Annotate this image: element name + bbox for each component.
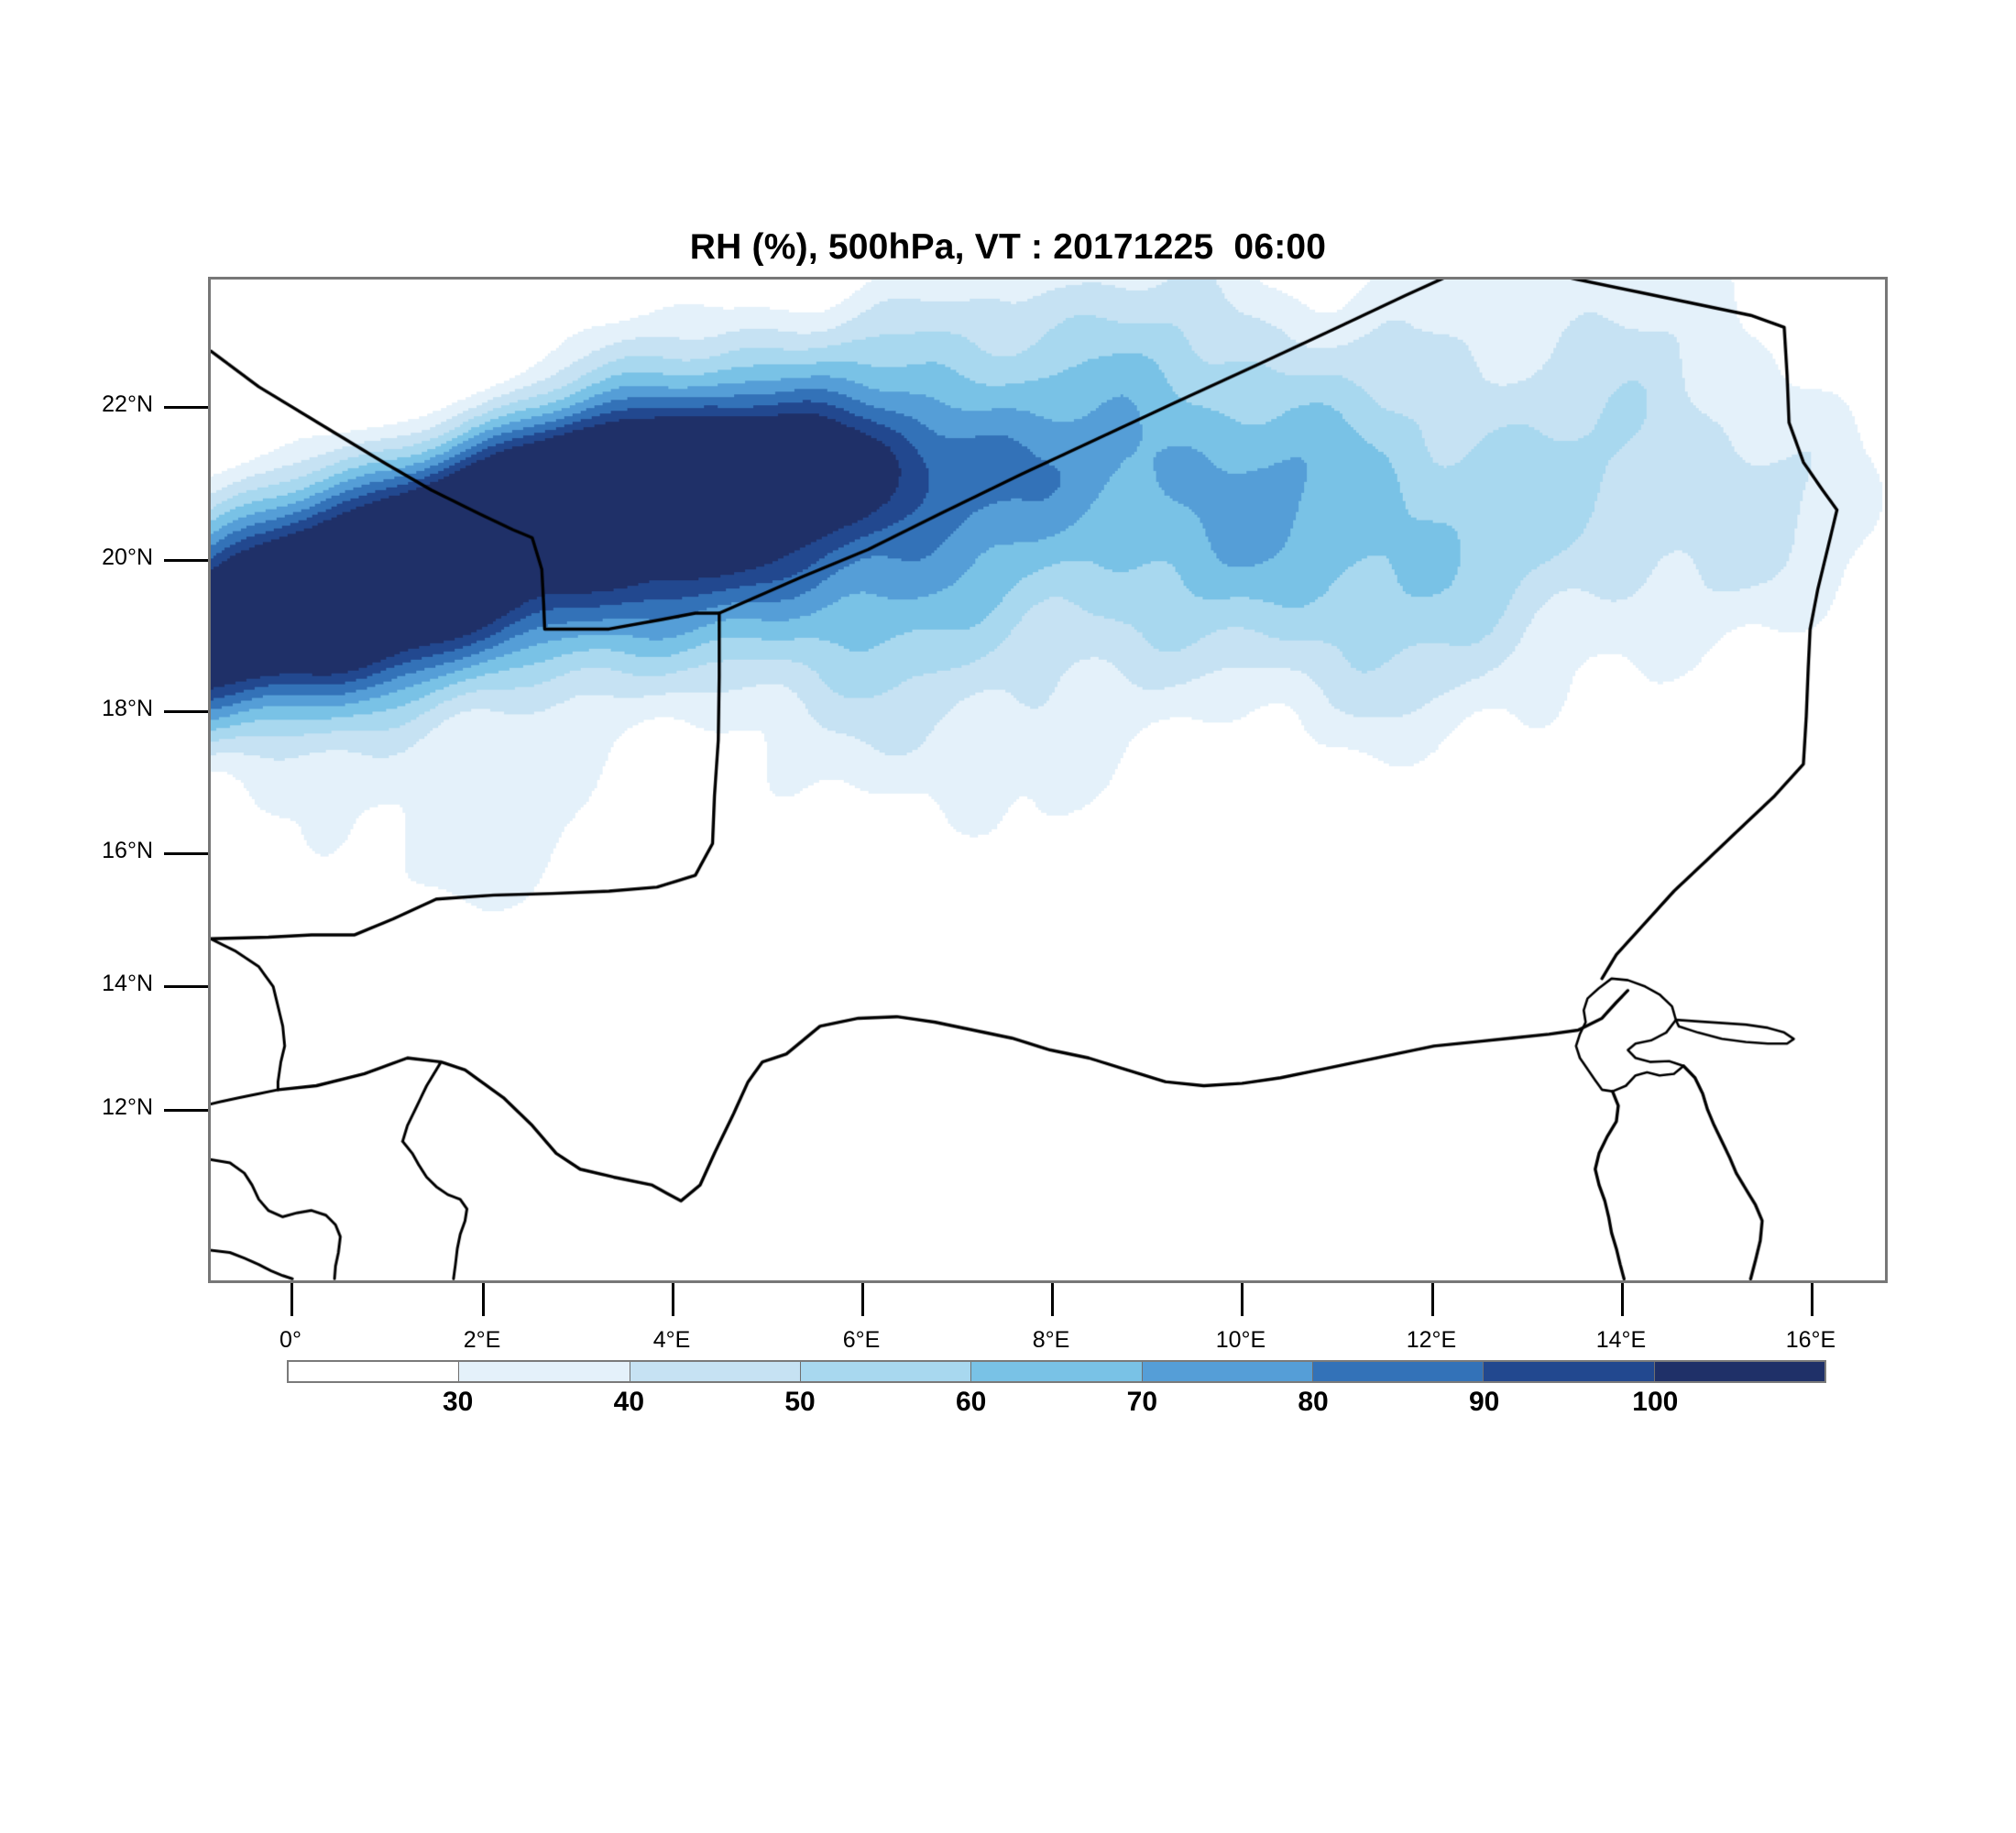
colorbar-segment (799, 1362, 971, 1381)
lon-tick-label: 6°E (842, 1327, 881, 1353)
colorbar-segment (1653, 1362, 1824, 1381)
colorbar-segment (458, 1362, 630, 1381)
colorbar-segment (1483, 1362, 1654, 1381)
colorbar-segment (1141, 1362, 1312, 1381)
lon-tick-label: 8°E (1032, 1327, 1070, 1353)
lat-tick-label: 22°N (102, 391, 153, 417)
lat-tick-mark (164, 559, 208, 562)
chart-title: RH (%), 500hPa, VT : 20171225 06:00 (689, 227, 1327, 267)
lat-tick-mark (164, 852, 208, 855)
colorbar-tick-label: 30 (442, 1387, 474, 1417)
colorbar-tick-label: 100 (1632, 1387, 1679, 1417)
colorbar-segment (970, 1362, 1142, 1381)
lat-tick-label: 14°N (102, 971, 153, 996)
map-plot-area (208, 277, 1888, 1283)
lon-tick-label: 4°E (652, 1327, 691, 1353)
lon-tick-mark (482, 1283, 485, 1316)
colorbar-tick-label: 40 (613, 1387, 645, 1417)
lon-tick-mark (861, 1283, 864, 1316)
colorbar-tick-label: 90 (1468, 1387, 1500, 1417)
lat-tick-mark (164, 1109, 208, 1112)
lon-tick-label: 10°E (1215, 1327, 1266, 1353)
lon-tick-mark (1051, 1283, 1054, 1316)
lon-tick-mark (1241, 1283, 1244, 1316)
colorbar-segment (629, 1362, 800, 1381)
lon-tick-label: 12°E (1406, 1327, 1457, 1353)
colorbar-tick-label: 50 (784, 1387, 816, 1417)
lat-tick-label: 12°N (102, 1094, 153, 1120)
lon-tick-mark (1811, 1283, 1813, 1316)
lat-tick-label: 20°N (102, 544, 153, 570)
lat-tick-label: 18°N (102, 696, 153, 721)
colorbar-segment (289, 1362, 459, 1381)
lon-tick-label: 14°E (1595, 1327, 1647, 1353)
lat-tick-mark (164, 406, 208, 409)
lat-tick-mark (164, 710, 208, 713)
rh-contour-map (211, 280, 1885, 1280)
lon-tick-mark (1621, 1283, 1624, 1316)
lon-tick-label: 16°E (1785, 1327, 1836, 1353)
colorbar-tick-label: 80 (1298, 1387, 1329, 1417)
lon-tick-label: 0° (279, 1327, 301, 1353)
lon-tick-label: 2°E (463, 1327, 501, 1353)
colorbar-tick-label: 60 (955, 1387, 987, 1417)
lon-tick-mark (672, 1283, 674, 1316)
colorbar-segment (1311, 1362, 1484, 1381)
lat-tick-mark (164, 985, 208, 988)
colorbar-tick-label: 70 (1126, 1387, 1158, 1417)
lon-tick-mark (290, 1283, 293, 1316)
lat-tick-label: 16°N (102, 838, 153, 863)
lon-tick-mark (1431, 1283, 1434, 1316)
colorbar (287, 1360, 1826, 1383)
